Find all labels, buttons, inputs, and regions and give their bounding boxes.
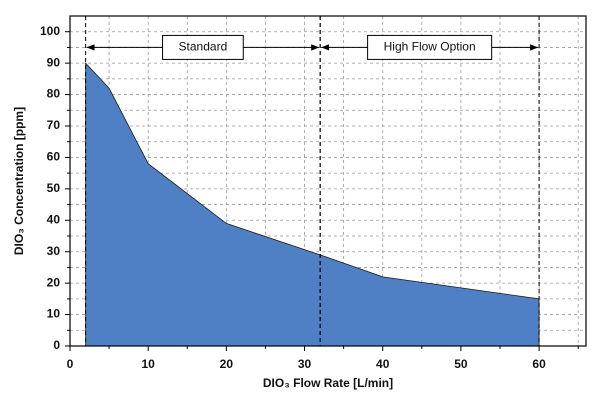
y-tick-label: 60 — [47, 150, 61, 164]
x-tick-label: 30 — [298, 357, 312, 371]
y-axis-title: DIO₃ Concentration [ppm] — [12, 107, 26, 255]
x-axis-title: DIO₃ Flow Rate [L/min] — [263, 376, 393, 390]
y-tick-label: 50 — [47, 181, 61, 195]
x-tick-label: 60 — [532, 357, 546, 371]
region-label: High Flow Option — [384, 40, 476, 54]
y-tick-label: 20 — [47, 275, 61, 289]
plot-frame — [69, 15, 587, 347]
y-tick-label: 80 — [47, 87, 61, 101]
region-label-box — [162, 34, 244, 60]
y-tick-label: 100 — [40, 24, 60, 38]
y-tick-label: 40 — [47, 212, 61, 226]
y-tick-label: 10 — [47, 307, 61, 321]
y-tick-label: 30 — [47, 244, 61, 258]
y-tick-label: 0 — [53, 338, 60, 352]
x-tick-label: 20 — [220, 357, 234, 371]
x-tick-label: 40 — [376, 357, 390, 371]
region-label-box — [367, 34, 493, 60]
x-tick-label: 10 — [142, 357, 156, 371]
region-label: Standard — [179, 40, 228, 54]
x-tick-label: 50 — [454, 357, 468, 371]
y-tick-label: 70 — [47, 118, 61, 132]
x-tick-label: 0 — [67, 357, 74, 371]
y-tick-label: 90 — [47, 55, 61, 69]
